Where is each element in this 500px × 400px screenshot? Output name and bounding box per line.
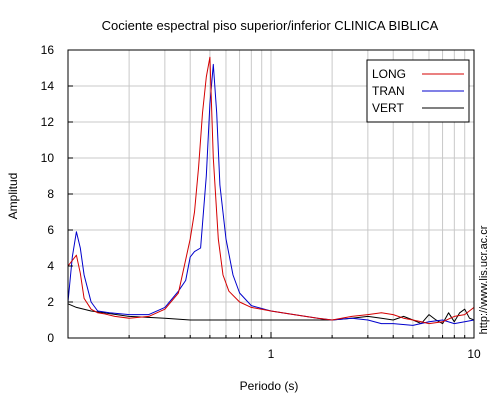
- y-tick-label: 2: [47, 295, 54, 309]
- x-axis-label: Periodo (s): [240, 379, 299, 393]
- y-tick-label: 0: [47, 331, 54, 345]
- y-tick-label: 6: [47, 223, 54, 237]
- tick-marks: [68, 49, 466, 339]
- chart-title: Cociente espectral piso superior/inferio…: [102, 18, 439, 33]
- legend-label-vert: VERT: [372, 101, 404, 115]
- y-tick-labels: 0 2 4 6 8 10 12 14 16: [41, 43, 55, 345]
- series-line-long: [67, 56, 475, 325]
- legend-label-long: LONG: [372, 67, 406, 81]
- x-tick-labels: 1 10: [268, 347, 481, 361]
- series-line-tran: [67, 63, 475, 326]
- series-layer: [67, 56, 475, 326]
- legend: LONG TRAN VERT: [366, 59, 470, 123]
- y-tick-label: 10: [41, 151, 55, 165]
- side-url-label: http://www.lis.ucr.ac.cr: [478, 225, 490, 334]
- series-line-vert: [67, 303, 475, 325]
- legend-label-tran: TRAN: [372, 84, 405, 98]
- y-tick-label: 4: [47, 259, 54, 273]
- y-tick-label: 14: [41, 79, 55, 93]
- x-tick-label: 1: [268, 347, 275, 361]
- y-tick-label: 8: [47, 187, 54, 201]
- y-tick-label: 12: [41, 115, 55, 129]
- x-tick-label: 10: [467, 347, 481, 361]
- y-axis-label: Amplitud: [6, 173, 20, 220]
- grid: [68, 50, 474, 338]
- y-tick-label: 16: [41, 43, 55, 57]
